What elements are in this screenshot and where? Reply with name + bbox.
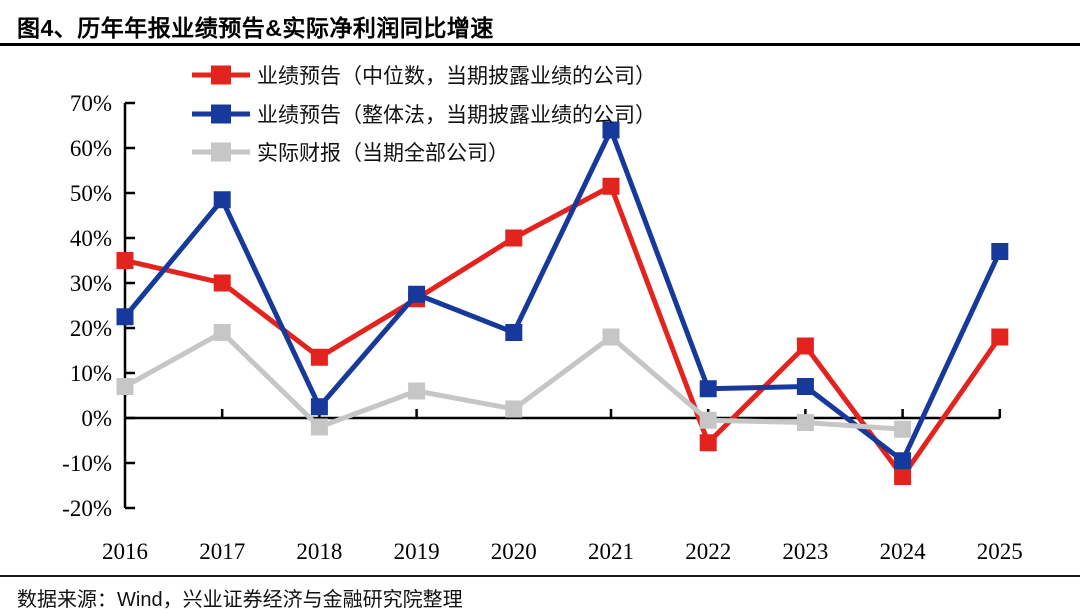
legend-item-1: 业绩预告（整体法，当期披露业绩的公司） [192, 95, 656, 134]
legend-label: 业绩预告（整体法，当期披露业绩的公司） [257, 103, 656, 127]
data-point-marker [116, 378, 134, 395]
legend-marker-icon [192, 65, 250, 85]
data-point-marker [699, 411, 717, 429]
x-tick-label: 2021 [588, 539, 634, 564]
x-axis-zero-line [125, 409, 1002, 420]
data-point-marker [408, 382, 426, 400]
data-point-marker [894, 452, 912, 470]
data-point-marker [116, 308, 134, 326]
data-point-marker [699, 380, 717, 398]
legend-square [211, 142, 231, 162]
data-point-marker [505, 324, 523, 341]
legend-item-2: 实际财报（当期全部公司） [192, 133, 656, 172]
x-tick-label: 2024 [880, 539, 927, 564]
x-tick-label: 2022 [685, 539, 731, 564]
y-tick-label: 50% [70, 181, 112, 206]
y-tick-label: -10% [62, 451, 112, 476]
data-point-marker [602, 121, 620, 139]
data-point-marker [213, 274, 231, 292]
data-point-marker [310, 348, 328, 366]
data-point-marker [505, 400, 523, 418]
data-point-marker [894, 420, 912, 438]
data-point-marker [213, 191, 231, 209]
legend-square [211, 65, 231, 85]
figure-title: 图4、历年年报业绩预告&实际净利润同比增速 [17, 15, 494, 41]
figure-footer: 数据来源：Wind，兴业证券经济与金融研究院整理 [0, 575, 1080, 614]
x-tick-label: 2019 [394, 539, 440, 564]
legend-marker-icon [192, 142, 250, 162]
data-point-marker [991, 328, 1009, 346]
legend-square [211, 104, 231, 124]
data-point-marker [796, 378, 814, 395]
data-point-marker [505, 229, 523, 247]
data-point-marker [310, 398, 328, 416]
data-point-marker [213, 324, 231, 341]
data-source-text: 数据来源：Wind，兴业证券经济与金融研究院整理 [17, 589, 463, 611]
y-tick-label: 10% [70, 361, 112, 386]
x-tick-label: 2016 [102, 539, 148, 564]
y-tick-label: -20% [62, 496, 112, 521]
x-tick-label: 2023 [782, 539, 828, 564]
x-tick-label: 2018 [296, 539, 342, 564]
data-point-marker [991, 243, 1009, 260]
legend-marker-icon [192, 104, 250, 124]
x-tick-label: 2020 [491, 539, 537, 564]
data-point-marker [602, 177, 620, 195]
y-tick-label: 30% [70, 271, 112, 296]
figure-header: 图4、历年年报业绩预告&实际净利润同比增速 [0, 0, 1080, 46]
legend-label: 业绩预告（中位数，当期披露业绩的公司） [257, 65, 656, 89]
series-line-0 [124, 182, 1002, 481]
x-tick-label: 2017 [199, 539, 245, 564]
data-point-marker [796, 337, 814, 355]
data-point-marker [116, 252, 134, 269]
data-point-marker [894, 468, 912, 485]
data-point-marker [310, 418, 328, 436]
data-point-marker [408, 285, 426, 303]
x-tick-label: 2025 [977, 539, 1023, 564]
legend-label: 实际财报（当期全部公司） [257, 142, 509, 166]
y-tick-label: 40% [70, 226, 112, 251]
y-tick-label: 70% [70, 91, 112, 116]
y-tick-label: 20% [70, 316, 112, 341]
data-point-marker [699, 434, 717, 452]
chart-legend: 业绩预告（中位数，当期披露业绩的公司） 业绩预告（整体法，当期披露业绩的公司） 实际… [192, 56, 656, 172]
data-point-marker [602, 328, 620, 346]
legend-item-0: 业绩预告（中位数，当期披露业绩的公司） [192, 56, 656, 95]
y-tick-label: 60% [70, 136, 112, 161]
data-point-marker [796, 414, 814, 431]
series-line-1 [123, 123, 1003, 465]
y-tick-label: 0% [81, 406, 112, 431]
